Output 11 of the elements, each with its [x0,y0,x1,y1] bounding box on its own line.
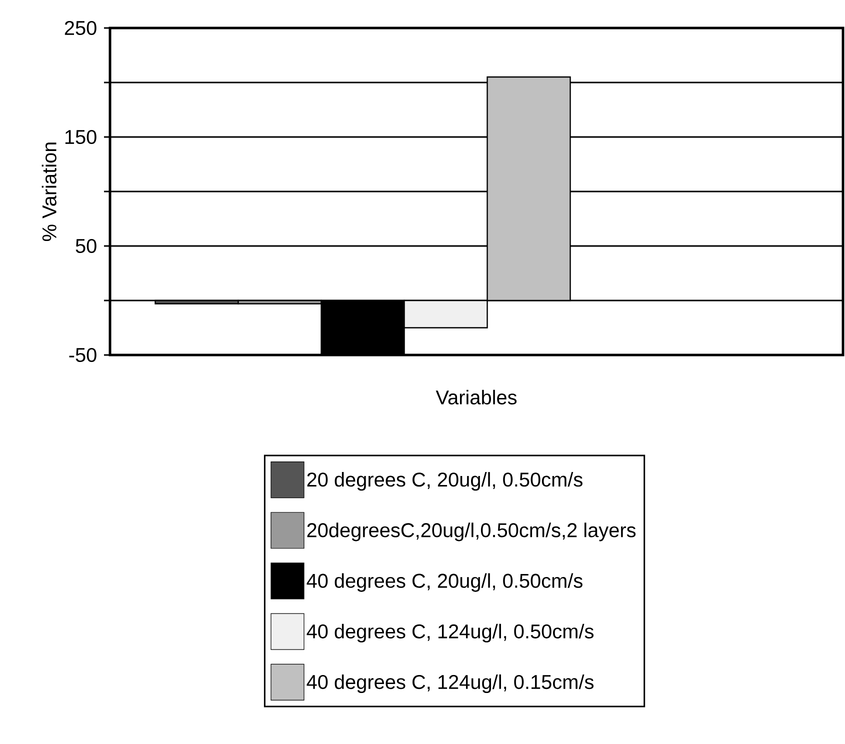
x-axis-title: Variables [436,390,517,404]
legend-label: 40 degrees C, 124ug/l, 0.50cm/s [306,624,594,642]
legend-label: 20 degrees C, 20ug/l, 0.50cm/s [307,472,582,491]
y-axis-title: % Variation [42,142,56,241]
legend-label: 40 degrees C, 124ug/l, 0.15cm/s [306,674,594,694]
legend-label: 40 degrees C, 20ug/l, 0.50cm/s [306,573,582,592]
y-tick-label: 150 [65,130,96,144]
y-tick-label: 250 [64,20,96,36]
y-tick-label: 50 [76,238,96,254]
legend-label: 20degreesC,20ug/l,0.50cm/s,2 layers [307,522,636,542]
y-tick-label: -50 [69,348,96,362]
